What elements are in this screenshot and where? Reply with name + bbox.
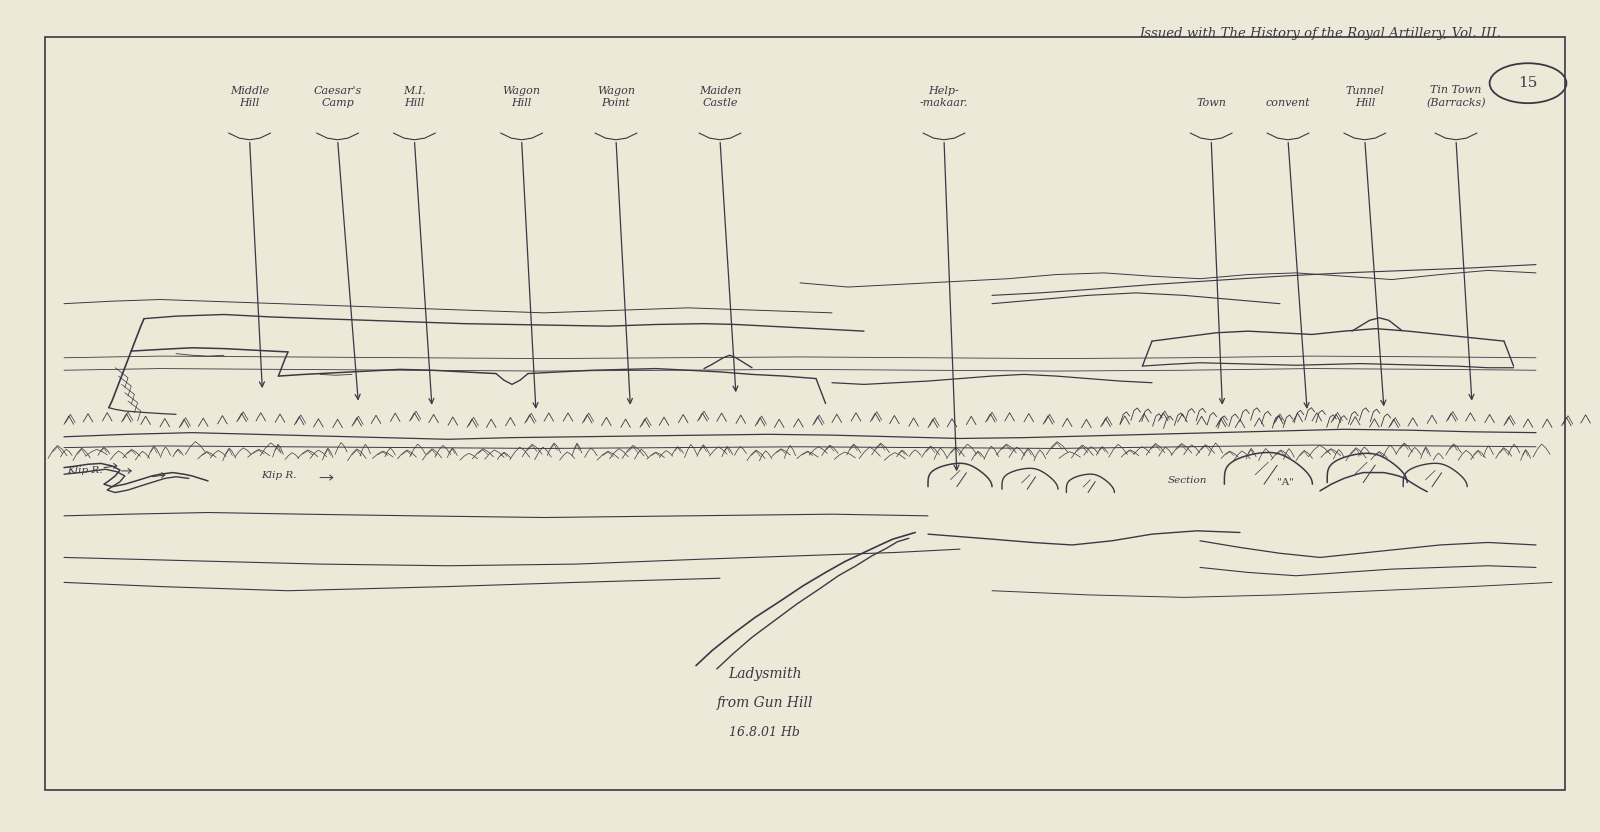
Text: Middle
Hill: Middle Hill <box>230 86 269 108</box>
Text: convent: convent <box>1266 98 1310 108</box>
Text: Tin Town
(Barracks): Tin Town (Barracks) <box>1426 86 1486 108</box>
Text: Tunnel
Hill: Tunnel Hill <box>1346 86 1384 108</box>
Text: Wagon
Hill: Wagon Hill <box>502 86 541 108</box>
Text: Klip R.: Klip R. <box>261 472 296 480</box>
Text: M.I.
Hill: M.I. Hill <box>403 86 426 108</box>
Text: Klip R.: Klip R. <box>67 466 102 474</box>
Text: Caesar's
Camp: Caesar's Camp <box>314 86 362 108</box>
Text: Maiden
Castle: Maiden Castle <box>699 86 741 108</box>
Text: Section: Section <box>1168 477 1208 485</box>
Text: 15: 15 <box>1518 77 1538 90</box>
Text: from Gun Hill: from Gun Hill <box>717 696 813 710</box>
Text: Ladysmith: Ladysmith <box>728 667 802 681</box>
Text: Town: Town <box>1197 98 1226 108</box>
Text: Wagon
Point: Wagon Point <box>597 86 635 108</box>
Text: Issued with The History of the Royal Artillery, Vol. III.: Issued with The History of the Royal Art… <box>1139 27 1501 41</box>
Text: Help-
-makaar.: Help- -makaar. <box>920 86 968 108</box>
Text: 16.8.01 Hb: 16.8.01 Hb <box>730 726 800 739</box>
Text: "A": "A" <box>1277 478 1294 487</box>
